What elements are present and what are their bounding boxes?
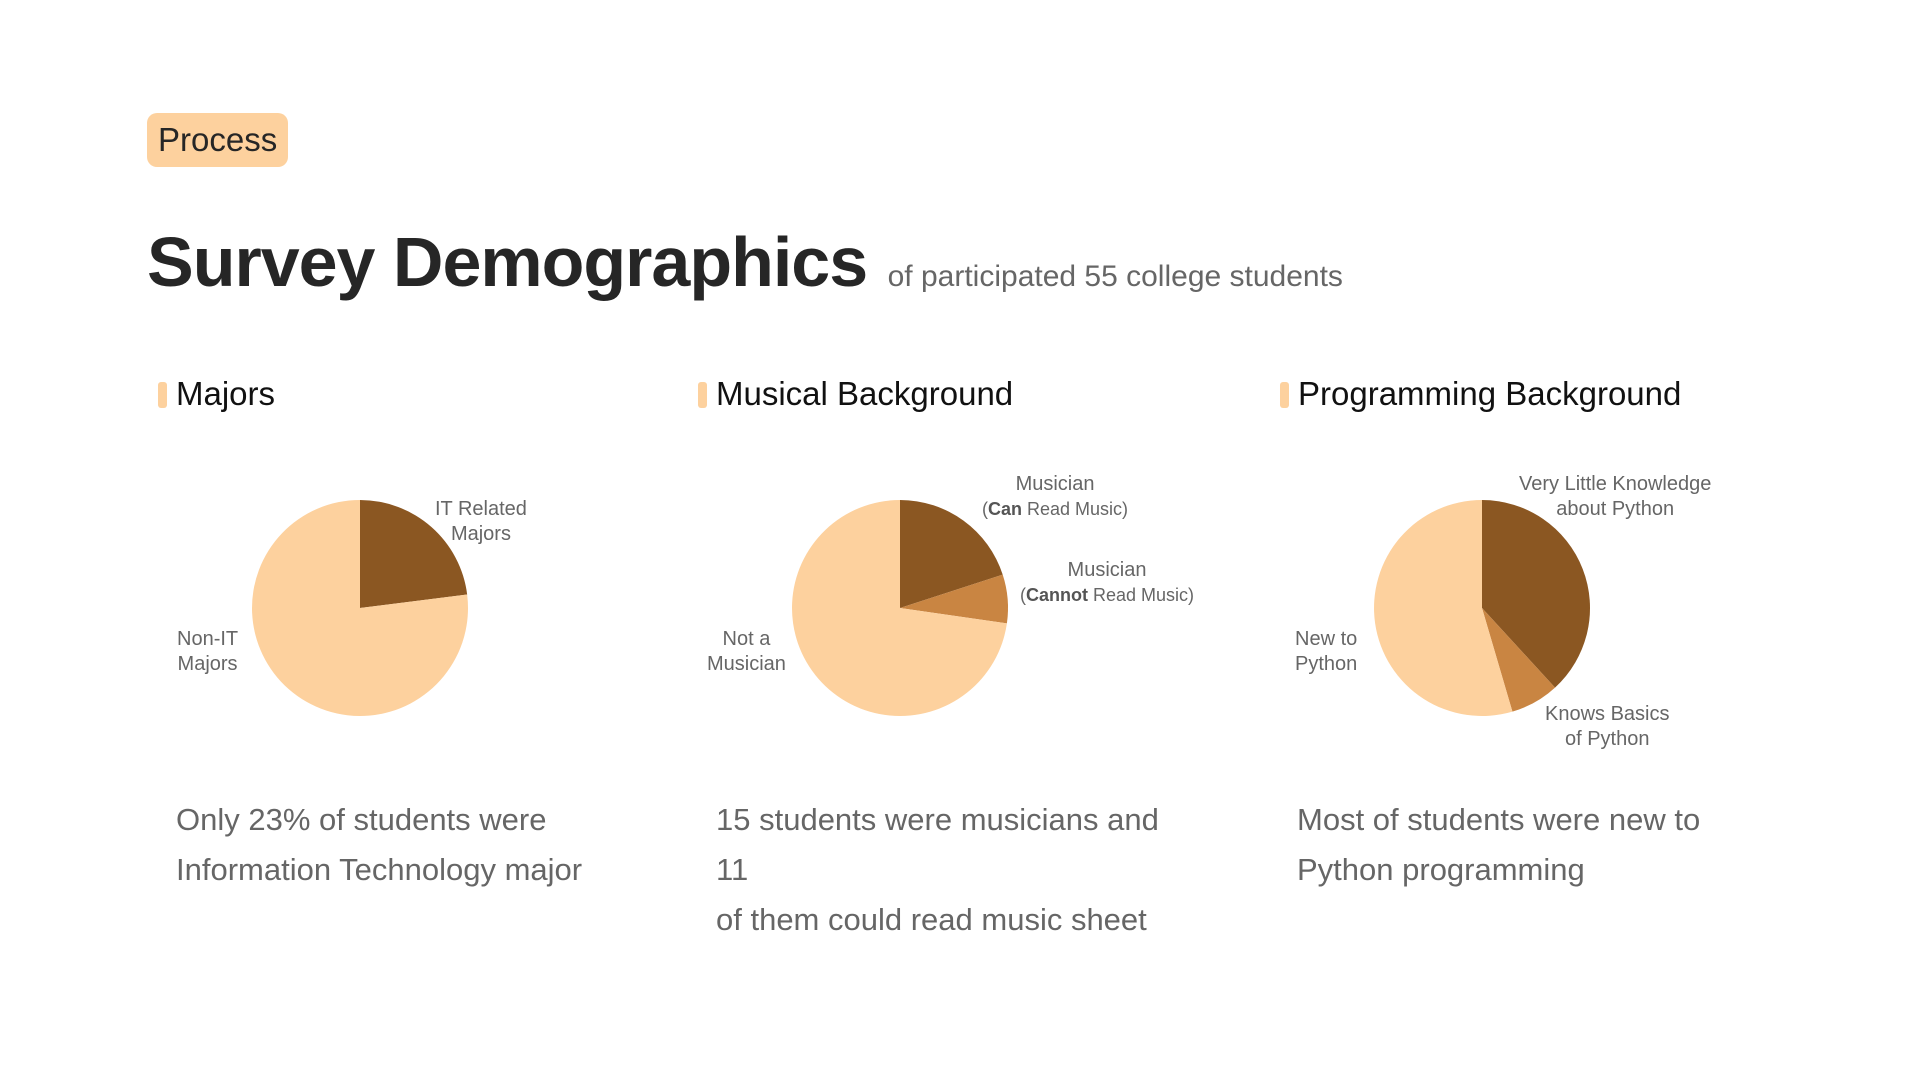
section-heading-musical-background: Musical Background bbox=[716, 375, 1014, 412]
slice-label-musician-can-read: Musician (Can Read Music) bbox=[982, 472, 1128, 522]
slice-label-it-related-majors: IT Related Majors bbox=[435, 497, 527, 547]
slice-label-line: Musician bbox=[707, 653, 786, 675]
caption-programming-background: Most of students were new to Python prog… bbox=[1297, 795, 1767, 895]
section-accent-bar bbox=[158, 382, 167, 408]
slice-label-knows-basics: Knows Basics of Python bbox=[1545, 702, 1670, 752]
section-heading-majors: Majors bbox=[176, 375, 276, 412]
slice-label-very-little-knowledge: Very Little Knowledge about Python bbox=[1519, 472, 1711, 522]
pie-slice-not-a-musician bbox=[791, 500, 1007, 716]
slice-label-non-it-majors: Non-IT Majors bbox=[177, 627, 238, 677]
pie-slice-non-it-majors bbox=[252, 500, 469, 716]
section-accent-bar bbox=[698, 382, 707, 408]
process-tag: Process bbox=[147, 113, 289, 167]
pie-chart-programming-background: Very Little Knowledge about Python Knows… bbox=[1277, 465, 1797, 765]
pie-svg-musical-background bbox=[791, 500, 1008, 716]
caption-majors: Only 23% of students were Information Te… bbox=[176, 795, 646, 895]
slice-label-line: Not a bbox=[722, 628, 771, 650]
pie-chart-majors: IT Related Majors Non-IT Majors bbox=[155, 465, 675, 765]
slice-label-line: Majors bbox=[450, 523, 511, 545]
slice-label-line: Python bbox=[1295, 653, 1358, 675]
slice-label-line: of Python bbox=[1564, 728, 1650, 750]
slice-label-line: Musician bbox=[1015, 473, 1095, 495]
pie-slice-it-related-majors bbox=[360, 500, 468, 608]
title-row: Survey Demographics of participated 55 c… bbox=[147, 222, 1343, 302]
caption-musical-background: 15 students were musicians and 11 of the… bbox=[716, 795, 1186, 945]
pie-svg-programming-background bbox=[1374, 500, 1591, 716]
slice-label-line: IT Related bbox=[435, 498, 527, 520]
slice-label-not-a-musician: Not a Musician bbox=[707, 627, 786, 677]
caption-line: Most of students were new to bbox=[1297, 802, 1701, 837]
slice-label-line: Very Little Knowledge bbox=[1519, 473, 1712, 495]
page-subtitle: of participated 55 college students bbox=[887, 260, 1343, 293]
pie-slice-musician-cannot-read-music bbox=[900, 574, 1008, 624]
slice-label-musician-cannot-read: Musician (Cannot Read Music) bbox=[1020, 558, 1194, 608]
caption-line: Only 23% of students were bbox=[176, 802, 547, 837]
slice-label-line: Musician bbox=[1067, 559, 1147, 581]
slice-label-sub: (Cannot Read Music) bbox=[1020, 585, 1195, 605]
slice-label-line: New to bbox=[1295, 628, 1358, 650]
pie-slice-knows-basics-of-python bbox=[1482, 608, 1556, 712]
caption-line: Information Technology major bbox=[176, 852, 583, 887]
slice-label-line: Majors bbox=[177, 653, 238, 675]
slice-label-sub: (Can Read Music) bbox=[982, 499, 1129, 519]
slice-label-line: about Python bbox=[1556, 498, 1675, 520]
slice-label-line: Knows Basics bbox=[1545, 703, 1670, 725]
slice-label-line: Non-IT bbox=[177, 628, 239, 650]
pie-svg-majors bbox=[252, 500, 469, 716]
caption-line: Python programming bbox=[1297, 852, 1585, 887]
section-heading-programming-background: Programming Background bbox=[1298, 375, 1682, 412]
page-title: Survey Demographics bbox=[147, 223, 868, 301]
slice-label-bold: Cannot bbox=[1026, 585, 1088, 605]
pie-slice-musician-can-read-music bbox=[900, 500, 1003, 608]
slice-label-bold: Can bbox=[988, 499, 1023, 519]
pie-slice-new-to-python bbox=[1374, 500, 1513, 716]
pie-slice-very-little-knowledge-about-python bbox=[1482, 500, 1591, 688]
section-accent-bar bbox=[1280, 382, 1289, 408]
pie-chart-musical-background: Musician (Can Read Music) Musician (Cann… bbox=[695, 465, 1215, 765]
caption-line: of them could read music sheet bbox=[716, 902, 1147, 937]
caption-line: 15 students were musicians and 11 bbox=[716, 802, 1159, 887]
slice-label-new-to-python: New to Python bbox=[1295, 627, 1357, 677]
